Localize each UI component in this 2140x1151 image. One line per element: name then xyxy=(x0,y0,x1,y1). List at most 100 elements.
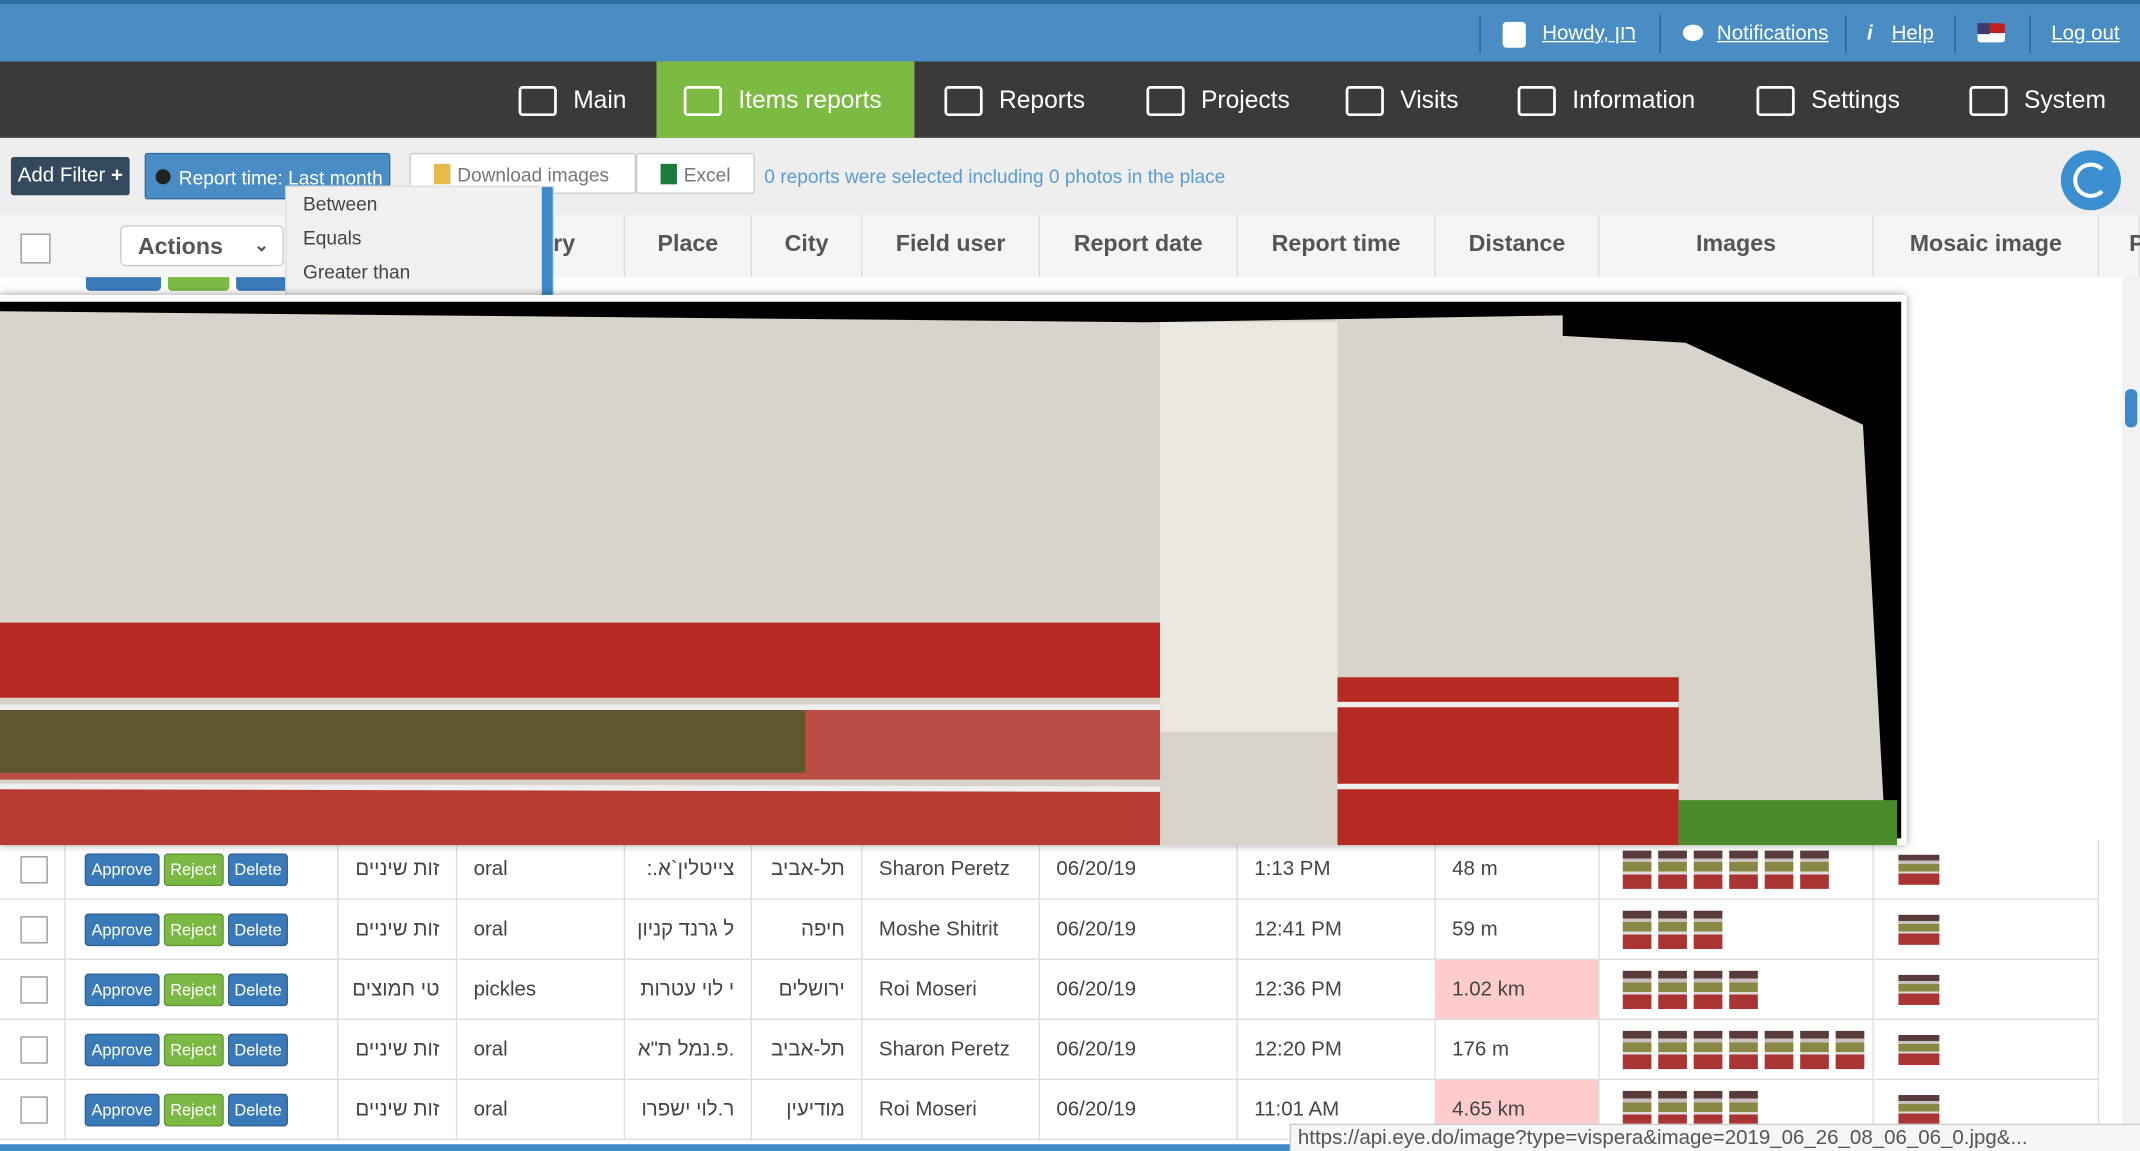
column-header[interactable]: Distance xyxy=(1436,215,1600,278)
delete-button[interactable]: Delete xyxy=(227,853,289,887)
thumbnail[interactable] xyxy=(1658,1030,1687,1070)
approve-button[interactable]: Approve xyxy=(84,973,160,1007)
thumbnail[interactable] xyxy=(1622,970,1652,1010)
thumbnail[interactable] xyxy=(1658,970,1687,1010)
column-header[interactable]: Place xyxy=(625,215,753,278)
dropdown-option[interactable]: Between xyxy=(302,192,378,215)
mosaic-thumbnail[interactable] xyxy=(1898,914,1940,945)
approve-button[interactable]: Approve xyxy=(84,1093,160,1127)
thumbnail[interactable] xyxy=(1658,1090,1687,1130)
column-header[interactable]: Field user xyxy=(863,215,1040,278)
nav-item[interactable]: System xyxy=(1969,61,2140,137)
thumbnail[interactable] xyxy=(1729,850,1758,889)
city-cell: חיפה xyxy=(752,899,863,960)
reject-button[interactable]: Reject xyxy=(163,973,224,1007)
subcategory-cell: oral xyxy=(457,1080,626,1141)
thumbnail[interactable] xyxy=(1764,850,1794,889)
thumbnail[interactable] xyxy=(1693,1090,1723,1130)
delete-button[interactable]: Delete xyxy=(227,973,289,1007)
filter-chip[interactable]: Report time: Last month xyxy=(144,152,391,200)
approve-button[interactable]: Approve xyxy=(84,853,160,887)
thumbnail[interactable] xyxy=(1622,910,1652,949)
column-header[interactable]: Report date xyxy=(1040,215,1238,278)
column-header[interactable]: City xyxy=(752,215,863,278)
actions-cell: Approve Reject Delete xyxy=(65,1019,339,1081)
refresh-button[interactable] xyxy=(2060,150,2121,211)
distance-cell: 59 m xyxy=(1435,899,1600,960)
add-filter-button[interactable]: Add Filter + xyxy=(10,157,130,196)
thumbnail[interactable] xyxy=(1729,970,1758,1010)
reject-button[interactable]: Reject xyxy=(163,913,224,947)
thumbnail[interactable] xyxy=(1693,850,1723,889)
user-link[interactable]: Howdy, רון xyxy=(1542,21,1637,46)
thumbnail[interactable] xyxy=(1693,1030,1723,1070)
category-cell: זות שיניים xyxy=(338,1019,458,1081)
row-checkbox[interactable] xyxy=(20,856,48,884)
column-header[interactable]: Report time xyxy=(1238,215,1436,278)
category-cell: זות שיניים xyxy=(338,839,458,900)
thumbnail[interactable] xyxy=(1693,970,1723,1010)
nav-item[interactable]: Items reports xyxy=(656,61,915,138)
scrollbar[interactable] xyxy=(2122,277,2140,1151)
row-checkbox[interactable] xyxy=(20,1096,48,1124)
dropdown-option[interactable]: Greater than xyxy=(302,260,411,283)
thumbnail[interactable] xyxy=(1800,1030,1829,1070)
thumbnail[interactable] xyxy=(1835,1030,1865,1070)
excel-button[interactable]: Excel xyxy=(635,152,755,194)
row-checkbox[interactable] xyxy=(20,916,48,944)
mosaic-thumbnail[interactable] xyxy=(1898,974,1940,1005)
flag-icon[interactable] xyxy=(1977,23,2005,43)
row-checkbox[interactable] xyxy=(20,976,48,1004)
label: Information xyxy=(1572,86,1696,114)
thumbnail[interactable] xyxy=(1622,1030,1652,1070)
column-header[interactable]: P xyxy=(2099,215,2140,278)
nav-item[interactable]: Settings xyxy=(1756,61,1969,137)
thumbnail[interactable] xyxy=(1729,1030,1758,1070)
mosaic-thumbnail[interactable] xyxy=(1898,1095,1940,1126)
reject-button[interactable]: Reject xyxy=(163,1093,224,1127)
nav-icon xyxy=(1345,86,1384,117)
dropdown-option[interactable]: Equals xyxy=(302,226,362,249)
help-link[interactable]: Help xyxy=(1891,21,1934,46)
date-cell: 06/20/19 xyxy=(1039,899,1238,960)
nav-item[interactable]: Reports xyxy=(944,61,1146,137)
thumbnail[interactable] xyxy=(1693,910,1723,949)
approve-button[interactable]: Approve xyxy=(84,1033,160,1067)
thumbnail[interactable] xyxy=(1658,850,1687,889)
row-checkbox[interactable] xyxy=(20,1036,48,1064)
thumbnail[interactable] xyxy=(1800,850,1829,889)
remove-icon[interactable] xyxy=(155,169,171,185)
thumbnail[interactable] xyxy=(1764,1030,1794,1070)
thumbnail[interactable] xyxy=(1622,850,1652,889)
thumbnail[interactable] xyxy=(1729,1090,1758,1130)
reject-button[interactable]: Reject xyxy=(163,853,224,887)
mosaic-thumbnail[interactable] xyxy=(1898,854,1940,885)
delete-button[interactable]: Delete xyxy=(227,1093,289,1127)
h-scroll[interactable] xyxy=(0,1144,1290,1151)
select-all-checkbox[interactable] xyxy=(20,233,51,264)
nav-item[interactable]: Projects xyxy=(1146,61,1345,137)
place-cell: י לוי עטרות xyxy=(625,959,753,1020)
column-header[interactable]: Mosaic image xyxy=(1874,215,2100,278)
thumbnail[interactable] xyxy=(1658,910,1687,949)
reject-button[interactable]: Reject xyxy=(163,1033,224,1067)
nav-item[interactable]: Visits xyxy=(1345,61,1518,137)
nav-icon xyxy=(683,86,722,117)
column-header[interactable]: Images xyxy=(1600,215,1874,278)
label: Add Filter xyxy=(17,163,106,188)
nav-item[interactable]: Main xyxy=(518,61,657,137)
actions-cell: Approve Reject Delete xyxy=(65,899,339,960)
label: Items reports xyxy=(738,86,882,114)
thumbnail[interactable] xyxy=(1622,1090,1652,1130)
label: Download images xyxy=(457,163,610,186)
approve-button[interactable]: Approve xyxy=(84,913,160,947)
logout-link[interactable]: Log out xyxy=(2051,21,2120,46)
mosaic-thumbnail[interactable] xyxy=(1898,1035,1940,1066)
date-cell: 06/20/19 xyxy=(1039,839,1238,900)
delete-button[interactable]: Delete xyxy=(227,1033,289,1067)
nav-item[interactable]: Information xyxy=(1517,61,1757,137)
notifications-link[interactable]: Notifications xyxy=(1716,21,1829,46)
delete-button[interactable]: Delete xyxy=(227,913,289,947)
actions-select[interactable]: Actions ⌄ xyxy=(120,225,284,267)
